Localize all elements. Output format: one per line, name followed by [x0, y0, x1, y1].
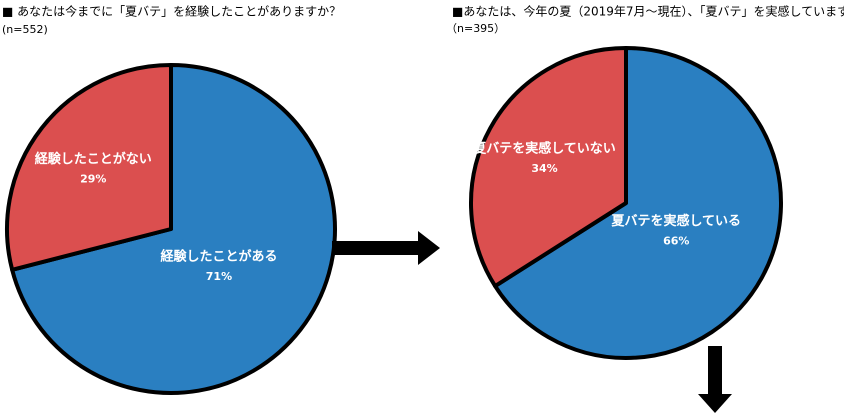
pie-slice: [5, 63, 173, 272]
chart-title: ■ あなたは今までに「夏バテ」を経験したことがありますか？: [2, 4, 341, 19]
slice-label: 夏バテを実感している: [610, 213, 741, 229]
arrow-down: [698, 346, 732, 413]
pie-slice: [469, 46, 628, 289]
slice-label: 経験したことがない: [35, 151, 152, 167]
pie-slice: [493, 46, 783, 360]
chart-title: ■あなたは、今年の夏（2019年7月～現在）、「夏バテ」を実感していますか？: [452, 4, 844, 19]
slice-value: 71%: [206, 270, 232, 283]
pies: 経験したことがある 71% 経験したことがない 29% 夏バテを実感している 66% 夏バテ…: [5, 46, 783, 395]
slice-label: 経験したことがある: [160, 249, 277, 265]
chart-subtitle: （n=395）: [446, 22, 505, 35]
slice-value: 29%: [80, 173, 106, 186]
slice-value: 66%: [663, 235, 689, 248]
slice-label: 夏バテを実感していない: [472, 141, 616, 157]
chart-subtitle: (n=552): [2, 23, 48, 36]
slice-value: 34%: [531, 162, 557, 175]
arrow-right: [332, 231, 440, 265]
pie-slice: [10, 63, 337, 395]
